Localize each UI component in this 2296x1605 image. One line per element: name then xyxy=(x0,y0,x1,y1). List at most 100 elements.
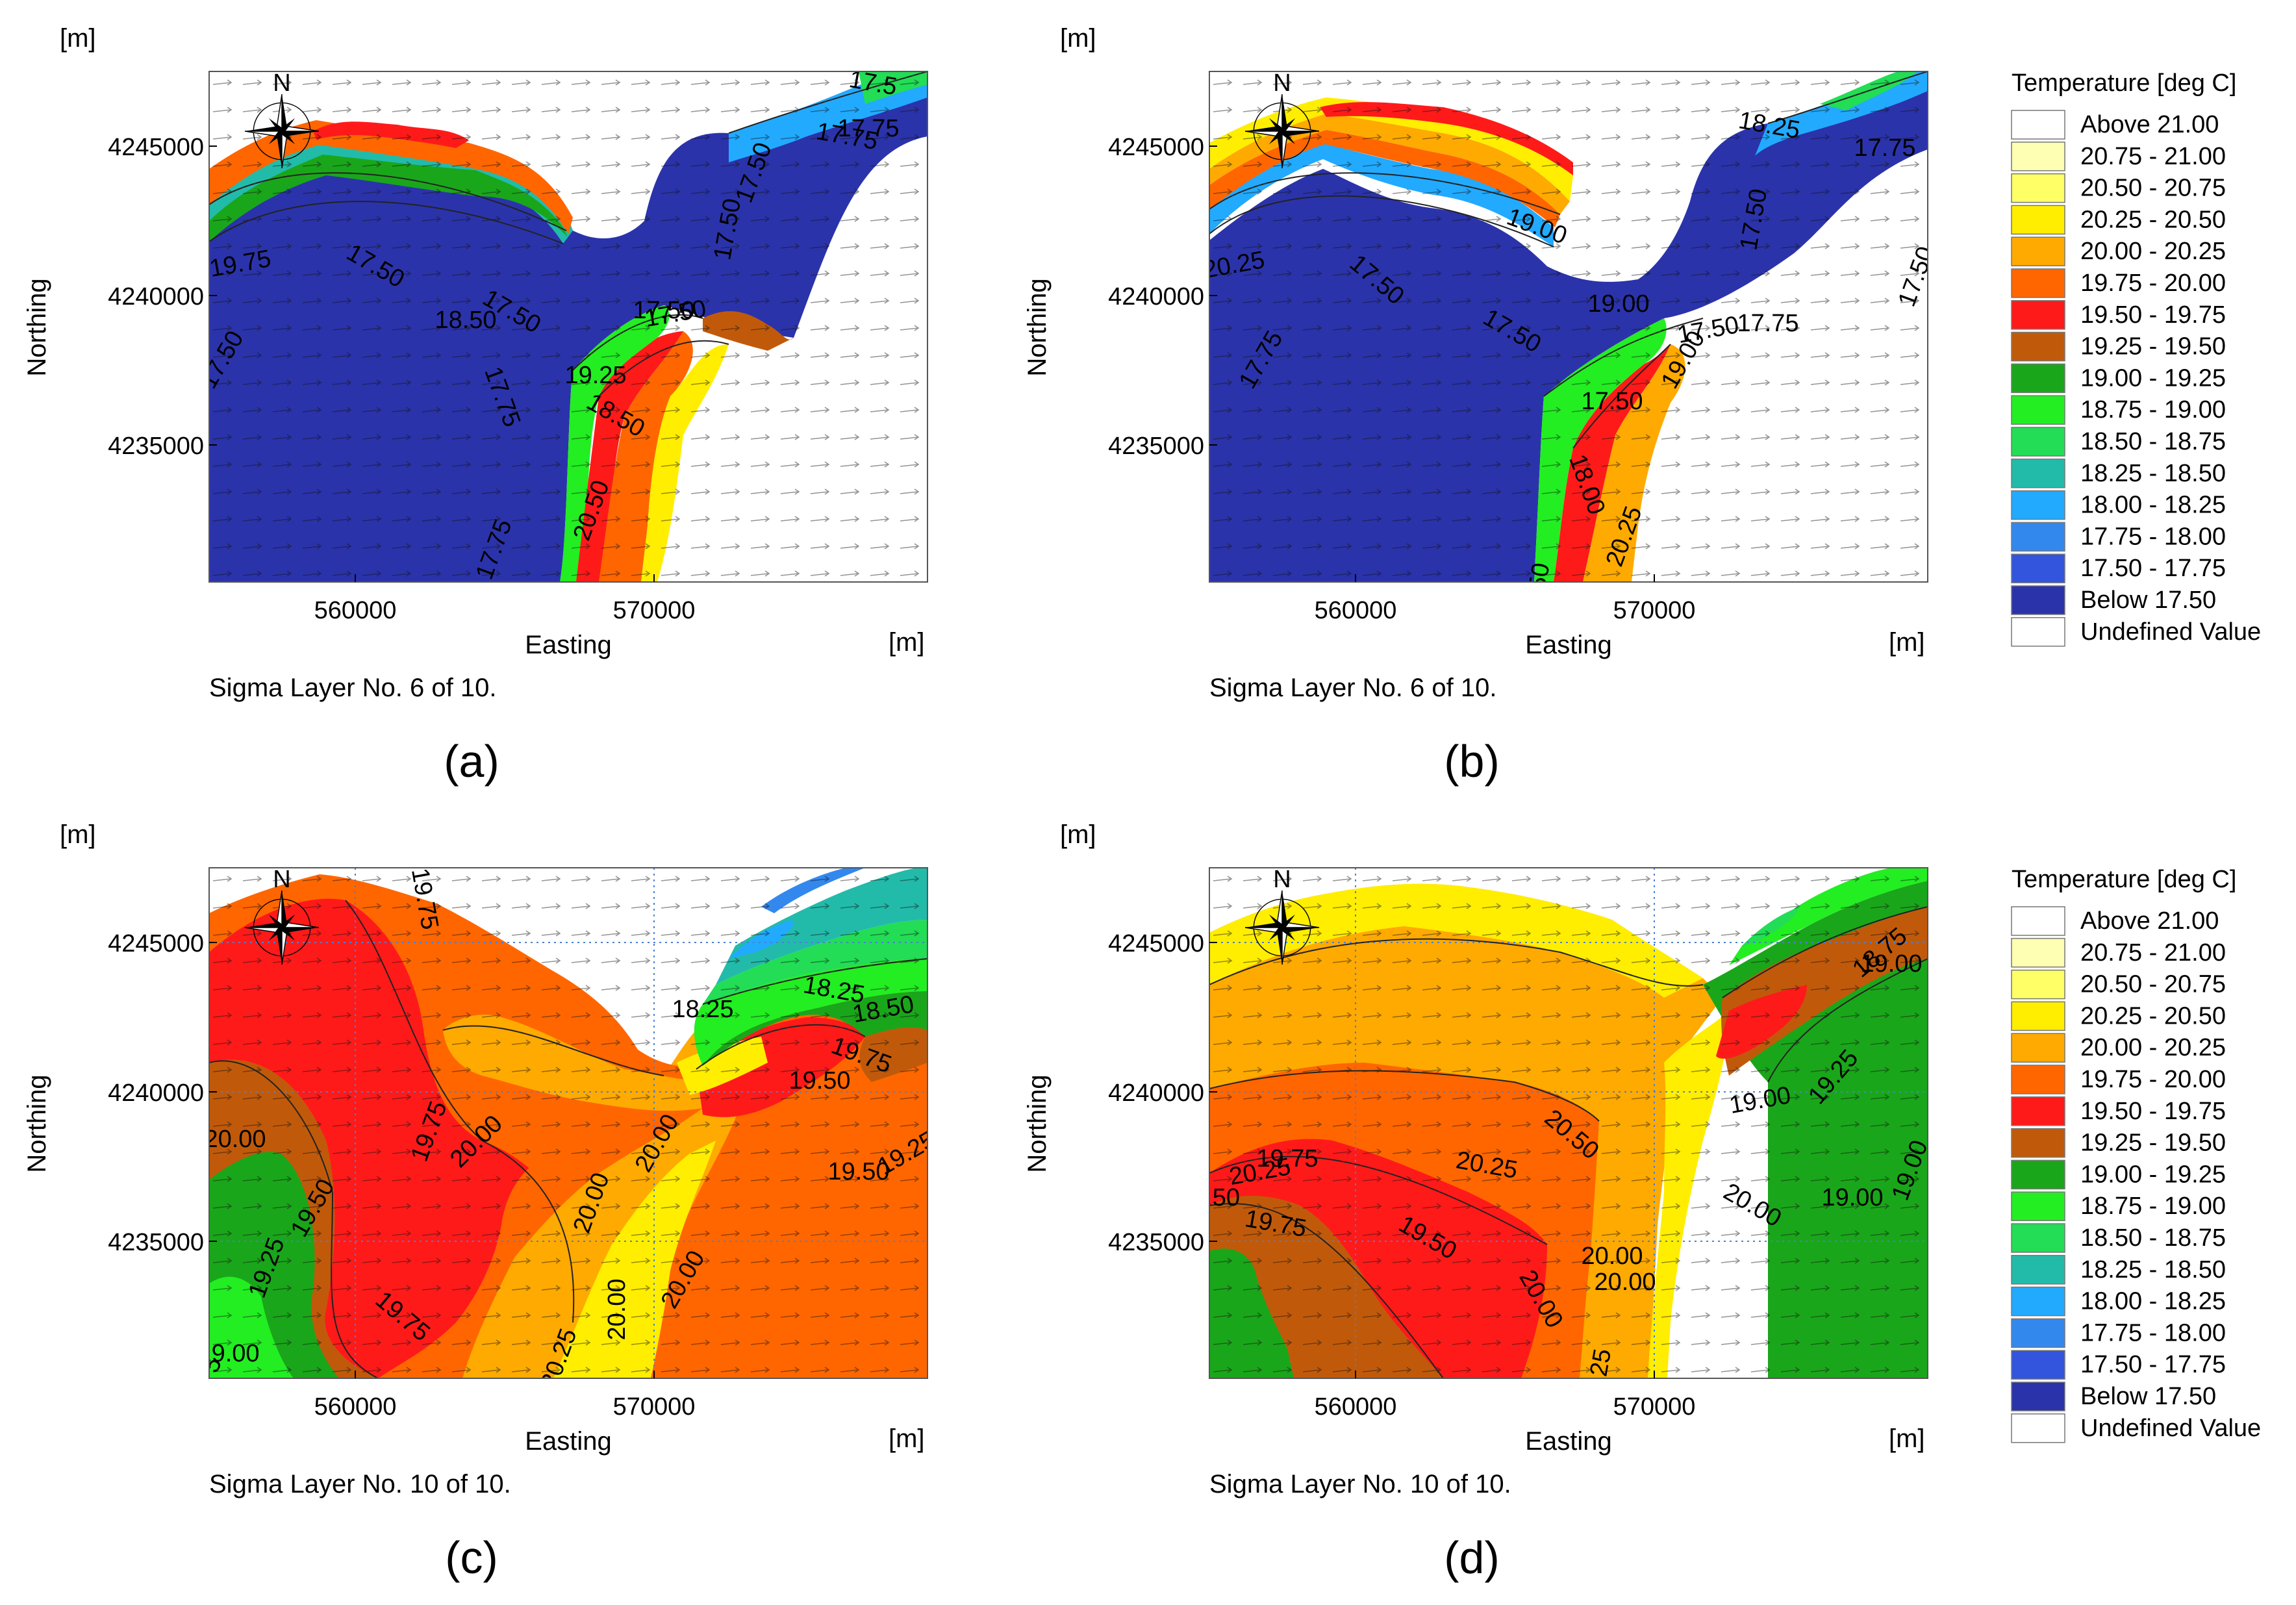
y-tick-label: 4235000 xyxy=(108,433,204,460)
x-axis-title: Easting xyxy=(1525,1427,1611,1456)
legend-label: 18.00 - 18.25 xyxy=(2080,1288,2226,1315)
legend-label: 19.75 - 20.00 xyxy=(2080,1066,2226,1093)
y-axis-title: Northing xyxy=(23,278,51,376)
contour-label: 19.75 xyxy=(389,1374,455,1411)
legend-swatch xyxy=(2011,522,2065,552)
legend-label: 19.50 - 19.75 xyxy=(2080,301,2226,329)
contour-label: 17.75 xyxy=(1737,310,1798,337)
legend-label: Above 21.00 xyxy=(2080,907,2219,935)
legend-swatch xyxy=(2011,1382,2065,1411)
y-tick-label: 4245000 xyxy=(108,930,204,957)
legend-label: 20.50 - 20.75 xyxy=(2080,971,2226,998)
legend-label: Undefined Value xyxy=(2080,1415,2261,1442)
contour-label: 19.50 xyxy=(827,1158,889,1185)
legend-label: 18.75 - 19.00 xyxy=(2080,396,2226,423)
y-tick-label: 4235000 xyxy=(1108,433,1204,460)
legend-label: Below 17.50 xyxy=(2080,587,2216,614)
contour-label: 20.00 xyxy=(603,1278,631,1340)
y-unit-label: [m] xyxy=(1060,24,1096,53)
legend-label: Above 21.00 xyxy=(2080,111,2219,138)
x-unit-label: [m] xyxy=(889,628,925,657)
legend-swatch xyxy=(2011,427,2065,457)
contour-label: 19.00 xyxy=(197,1340,259,1367)
legend-swatch xyxy=(2011,1159,2065,1190)
map-frame-border xyxy=(208,867,928,1379)
legend-label: 18.25 - 18.50 xyxy=(2080,1256,2226,1283)
legend-label: 19.75 - 20.00 xyxy=(2080,270,2226,297)
contour-line xyxy=(1209,1156,1548,1245)
contour-line xyxy=(345,900,575,1323)
legend-label: Below 17.50 xyxy=(2080,1383,2216,1410)
panel-caption: (c) xyxy=(445,1532,498,1583)
contour-label: 19.00 xyxy=(1587,290,1649,318)
contour-line xyxy=(209,172,567,231)
sigma-layer-note: Sigma Layer No. 6 of 10. xyxy=(1209,674,1496,702)
y-tick-label: 4245000 xyxy=(1108,134,1204,161)
contour-line xyxy=(728,71,927,134)
legend-swatch xyxy=(2011,1286,2065,1317)
legend-swatch xyxy=(2011,906,2065,936)
x-axis-title: Easting xyxy=(1525,631,1611,659)
map-frame: 20.25 20.2520.5020.0019.7520.0020.009.501… xyxy=(1209,866,1928,1379)
legend-swatch xyxy=(2011,938,2065,968)
legend-swatch xyxy=(2011,1413,2065,1443)
map-frame-border xyxy=(208,71,928,583)
x-tick-label: 560000 xyxy=(1315,1393,1397,1421)
legend-label: 20.00 - 20.25 xyxy=(2080,238,2226,265)
x-axis-title: Easting xyxy=(525,631,611,659)
contour-label: 19.25 xyxy=(564,362,626,389)
contour-label: 20.00 xyxy=(1594,1269,1656,1296)
sigma-layer-note: Sigma Layer No. 6 of 10. xyxy=(209,674,496,702)
legend-swatch xyxy=(2011,142,2065,171)
legend-swatch xyxy=(2011,395,2065,425)
legend-label: 18.75 - 19.00 xyxy=(2080,1193,2226,1220)
contour-line xyxy=(696,1024,866,1070)
legend-label: 20.25 - 20.50 xyxy=(2080,1002,2226,1030)
y-unit-label: [m] xyxy=(60,24,96,53)
y-axis-title: Northing xyxy=(1023,278,1052,376)
velocity-vector-field xyxy=(209,71,927,582)
contour-line xyxy=(1209,1203,1444,1378)
legend-swatch xyxy=(2011,1223,2065,1253)
x-tick-label: 560000 xyxy=(1315,597,1397,624)
y-tick-label: 4245000 xyxy=(1108,930,1204,957)
legend-label: 17.75 - 18.00 xyxy=(2080,1319,2226,1346)
north-label: N xyxy=(1273,70,1291,97)
legend-swatch xyxy=(2011,459,2065,488)
legend-swatch xyxy=(2011,1350,2065,1380)
velocity-vector-field xyxy=(1209,868,1928,1378)
contour-label: 17.75 xyxy=(837,115,899,142)
contour-line xyxy=(1209,195,1554,247)
legend-swatch xyxy=(2011,1128,2065,1158)
legend-label: 18.25 - 18.50 xyxy=(2080,460,2226,487)
contour-label: 19.00 xyxy=(1821,1184,1883,1211)
temperature-legend: Temperature [deg C] Above 21.00 20.75 - 21… xyxy=(2011,866,2261,1443)
contour-label: 50 xyxy=(1524,561,1556,592)
contour-label: 17.50 xyxy=(1581,388,1643,415)
y-unit-label: [m] xyxy=(60,820,96,849)
legend-label: 17.75 - 18.00 xyxy=(2080,523,2226,550)
contour-line xyxy=(1722,906,1928,998)
legend-swatch xyxy=(2011,1255,2065,1285)
contour-label: 19.50 xyxy=(788,1067,850,1094)
legend-swatch xyxy=(2011,490,2065,520)
map-frame: 19.75 17.5018.5017.5019.2517.5017.7517.50… xyxy=(208,70,928,583)
map-panel-c: [m][m]20.0019.5019.7519.7520.0020.0019.2… xyxy=(23,820,928,1583)
contour-line xyxy=(1543,318,1704,397)
contour-line xyxy=(442,1025,664,1076)
x-tick-label: 570000 xyxy=(613,597,696,624)
legend-swatch xyxy=(2011,1033,2065,1063)
north-label: N xyxy=(273,866,290,893)
contour-label: 18.50 xyxy=(435,307,496,334)
contour-line xyxy=(1767,71,1928,124)
x-tick-label: 570000 xyxy=(1613,597,1696,624)
contour-line xyxy=(702,958,927,1005)
x-unit-label: [m] xyxy=(1889,1424,1925,1453)
map-frame-border xyxy=(1209,71,1928,583)
legend-label: 18.50 - 18.75 xyxy=(2080,1224,2226,1252)
y-tick-label: 4245000 xyxy=(108,134,204,161)
legend-label: 18.50 - 18.75 xyxy=(2080,428,2226,455)
y-tick-label: 4240000 xyxy=(108,1080,204,1107)
map-frame: 20.0019.5019.7519.7520.0020.0019.2520.00… xyxy=(197,866,928,1411)
